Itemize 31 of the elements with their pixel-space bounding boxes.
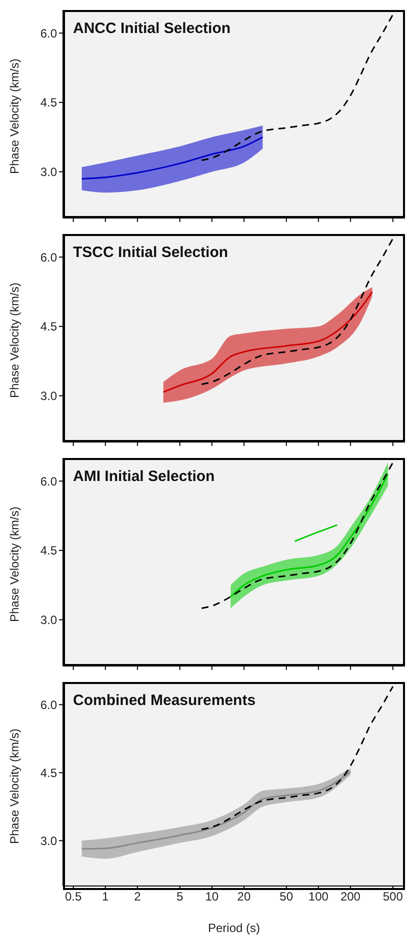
y-tick-label: 4.5: [40, 320, 58, 334]
y-tick-label: 3.0: [40, 834, 58, 848]
text: TSCC Initial Selection: [73, 244, 228, 261]
x-tick-label: 50: [280, 890, 294, 904]
x-tick-label: 5: [176, 890, 184, 904]
x-tick-label: 10: [205, 890, 219, 904]
text: Combined Measurements: [73, 692, 256, 709]
y-axis-title: Phase Velocity (km/s): [7, 506, 22, 622]
x-tick-label: 0.5: [64, 890, 82, 904]
y-axis-title: Phase Velocity (km/s): [7, 58, 22, 174]
y-tick-label: 4.5: [40, 544, 58, 558]
y-tick-label: 3.0: [40, 165, 58, 180]
y-tick-label: 4.5: [40, 96, 58, 110]
text: AMI Initial Selection: [73, 468, 215, 485]
x-tick-label: 2: [134, 890, 142, 904]
y-tick-label: 4.5: [40, 766, 58, 780]
x-tick-label: 100: [308, 890, 329, 904]
x-tick-label: 1: [102, 890, 110, 904]
x-axis-title: Period (s): [208, 921, 260, 935]
y-tick-label: 3.0: [40, 389, 58, 404]
y-tick-label: 6.0: [40, 474, 58, 488]
y-tick-label: 6.0: [40, 250, 58, 264]
y-axis-title: Phase Velocity (km/s): [7, 282, 22, 398]
x-tick-label: 200: [340, 890, 361, 904]
y-axis-title: Phase Velocity (km/s): [7, 728, 22, 844]
y-tick-label: 6.0: [40, 698, 58, 712]
x-tick-label: 500: [382, 890, 404, 904]
y-tick-label: 3.0: [40, 613, 58, 628]
x-tick-label: 20: [237, 890, 251, 904]
text: ANCC Initial Selection: [73, 20, 231, 37]
y-tick-label: 6.0: [40, 26, 58, 40]
